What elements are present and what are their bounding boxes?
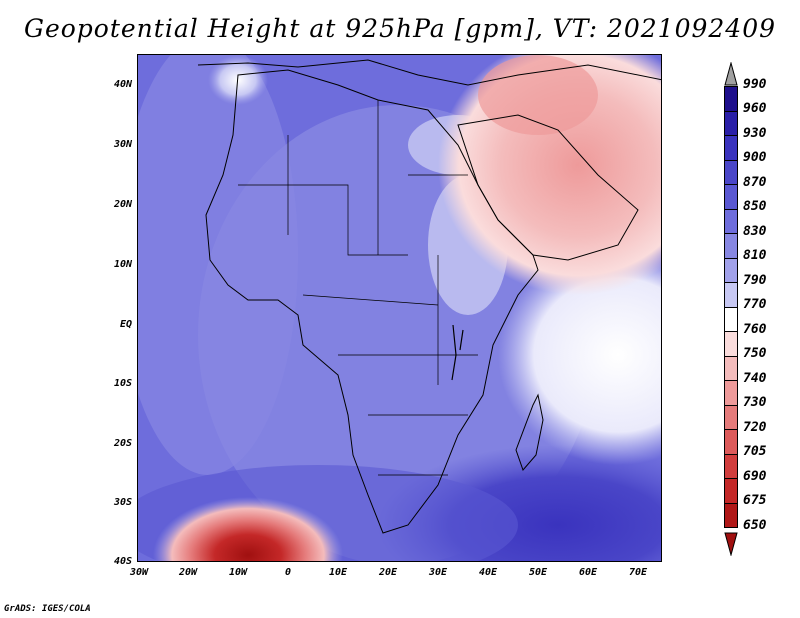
legend-label: 760 [743, 322, 767, 337]
footer-credit: GrADS: IGES/COLA [4, 604, 91, 614]
lat-label: 30S [113, 497, 132, 508]
lon-label: 20W [178, 567, 198, 578]
iran-low [478, 55, 598, 135]
legend-swatch [724, 208, 738, 234]
lat-label: 20N [113, 199, 132, 210]
map-title: Geopotential Height at 925hPa [gpm], VT:… [23, 14, 777, 43]
legend-label: 730 [743, 395, 767, 410]
country-borders [238, 100, 478, 476]
lat-label: 40S [113, 556, 132, 567]
legend-swatch [724, 233, 738, 259]
legend-swatch [724, 404, 738, 430]
legend-label: 990 [743, 77, 767, 92]
legend-swatch [724, 331, 738, 357]
lon-label: 70E [628, 567, 648, 578]
legend-swatch [724, 110, 738, 136]
legend-top-arrow [724, 62, 738, 86]
legend-label: 740 [743, 371, 767, 386]
legend-label: 810 [743, 248, 767, 263]
legend-swatch [724, 429, 738, 455]
legend-swatch [724, 184, 738, 210]
indian-ocean-light [498, 245, 661, 465]
legend-swatch [724, 159, 738, 185]
legend-swatch [724, 453, 738, 479]
arabia-outline [457, 114, 639, 261]
africa-coastline [205, 69, 539, 534]
south-atlantic-low [153, 497, 343, 561]
legend-swatch [724, 282, 738, 308]
madagascar-outline [515, 393, 544, 471]
great-lakes [451, 324, 464, 381]
legend-swatch [724, 135, 738, 161]
legend-label: 675 [743, 493, 767, 508]
lat-label: 10N [113, 259, 132, 270]
legend-label: 790 [743, 273, 767, 288]
legend-label: 870 [743, 175, 767, 190]
legend-swatch [724, 306, 738, 332]
lat-label: 20S [113, 438, 132, 449]
lat-label: 40N [113, 79, 132, 90]
legend-label: 850 [743, 199, 767, 214]
mediterranean-coast [197, 59, 661, 86]
legend-label: 770 [743, 297, 767, 312]
legend-swatch [724, 86, 738, 112]
legend-swatch [724, 380, 738, 406]
lat-label: 30N [113, 139, 132, 150]
lon-label: 20E [378, 567, 398, 578]
lon-label: 10E [328, 567, 348, 578]
lon-label: 0 [284, 567, 292, 578]
lat-label: 10S [113, 378, 132, 389]
legend-label: 650 [743, 518, 767, 533]
legend-label: 705 [743, 444, 767, 459]
legend-label: 830 [743, 224, 767, 239]
legend-bottom-arrow [724, 532, 738, 556]
height-field-map [138, 55, 661, 561]
lon-label: 10W [228, 567, 248, 578]
legend-swatch [724, 355, 738, 381]
legend-label: 930 [743, 126, 767, 141]
legend-label: 720 [743, 420, 767, 435]
legend-swatch [724, 257, 738, 283]
legend-label: 690 [743, 469, 767, 484]
legend-swatch [724, 478, 738, 504]
legend-label: 960 [743, 101, 767, 116]
lon-label: 40E [478, 567, 498, 578]
legend-label: 750 [743, 346, 767, 361]
legend-label: 900 [743, 150, 767, 165]
legend-swatch [724, 502, 738, 528]
lon-label: 30E [428, 567, 448, 578]
lon-label: 60E [578, 567, 598, 578]
lat-label: EQ [119, 319, 132, 330]
lon-label: 30W [129, 567, 149, 578]
lon-label: 50E [528, 567, 548, 578]
map-panel [137, 54, 662, 562]
